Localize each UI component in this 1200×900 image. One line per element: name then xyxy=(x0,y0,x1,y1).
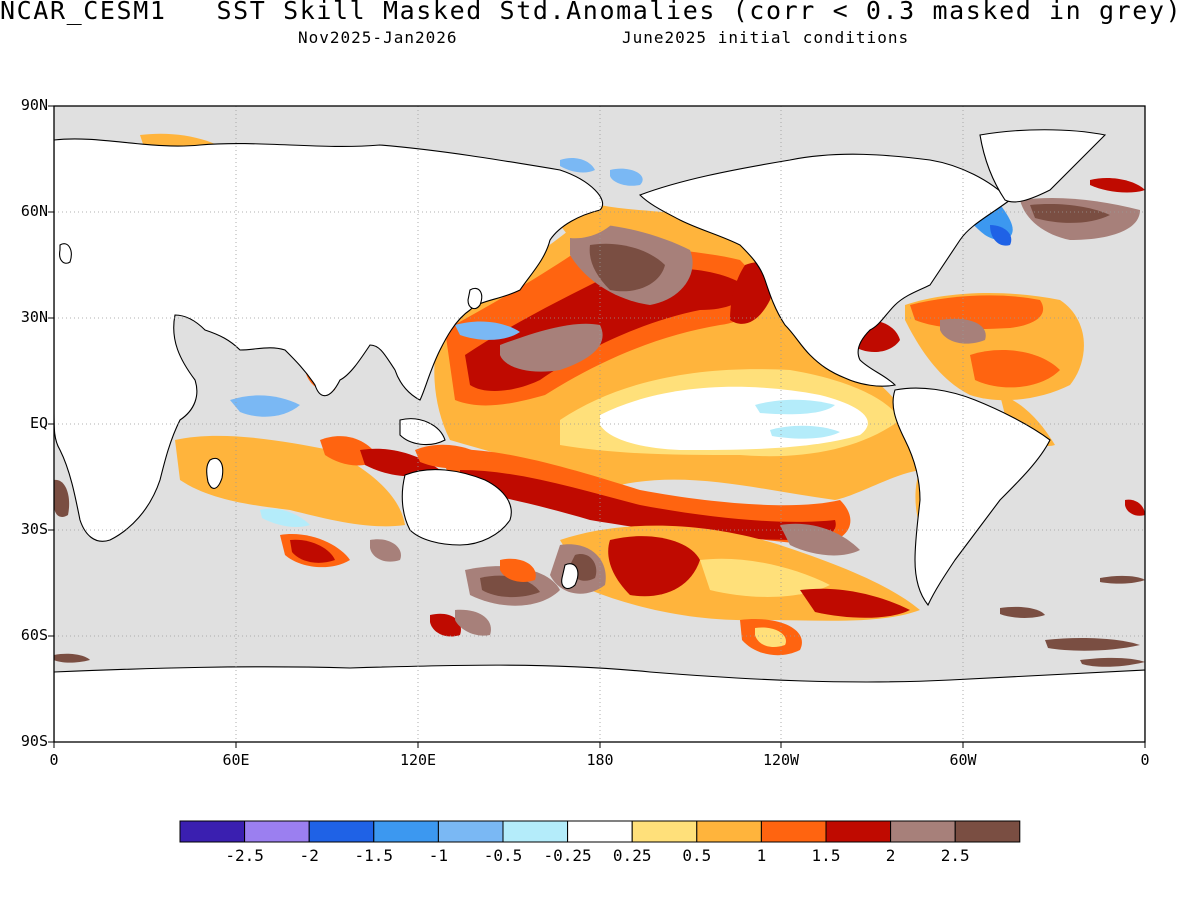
colorbar-label: 0.5 xyxy=(682,846,712,865)
south-america xyxy=(892,387,1051,607)
maritime-continent xyxy=(399,418,446,446)
eurasia-africa xyxy=(54,138,603,542)
colorbar-swatch xyxy=(308,820,375,843)
madagascar xyxy=(206,457,224,489)
british-isles xyxy=(59,243,72,264)
colorbar-label: -0.25 xyxy=(543,846,592,865)
forecast-period: Nov2025-Jan2026 xyxy=(298,28,458,47)
map-title: NCAR_CESM1 SST Skill Masked Std.Anomalie… xyxy=(0,0,1183,25)
colorbar-swatch xyxy=(954,820,1021,843)
colorbar xyxy=(179,820,1021,843)
japan xyxy=(467,287,483,310)
colorbar-swatch xyxy=(890,820,956,843)
lon-label-60e: 60E xyxy=(222,751,250,769)
colorbar-label: 1.5 xyxy=(811,846,841,865)
lon-label-120w: 120W xyxy=(762,751,800,769)
lat-label-60n: 60N xyxy=(20,202,48,220)
lon-label-0: 0 xyxy=(49,751,59,769)
lon-label-120e: 120E xyxy=(399,751,437,769)
lon-label-60w: 60W xyxy=(949,751,977,769)
colorbar-swatch xyxy=(179,820,246,843)
colorbar-swatch xyxy=(760,820,827,843)
lat-label-eq: EQ xyxy=(29,414,48,432)
colorbar-label: -1 xyxy=(428,846,449,865)
colorbar-swatch xyxy=(502,820,569,843)
lat-label-90s: 90S xyxy=(20,732,48,750)
australia xyxy=(401,469,512,546)
lon-label-0-east: 0 xyxy=(1140,751,1150,769)
initial-conditions: June2025 initial conditions xyxy=(622,28,910,47)
colorbar-swatch xyxy=(437,820,504,843)
colorbar-label: -2 xyxy=(299,846,319,865)
antarctica xyxy=(54,664,1145,742)
pacific-anomalies xyxy=(434,205,925,656)
colorbar-swatch xyxy=(696,820,762,843)
lat-label-30s: 30S xyxy=(20,520,48,538)
lat-label-60s: 60S xyxy=(20,626,48,644)
colorbar-label: 1 xyxy=(756,846,767,865)
colorbar-label: 2.5 xyxy=(940,846,970,865)
lon-label-180: 180 xyxy=(586,751,614,769)
colorbar-swatch xyxy=(631,820,698,843)
colorbar-swatch xyxy=(567,820,633,843)
indian-ocean-anomalies xyxy=(175,321,520,637)
colorbar-label: -2.5 xyxy=(225,846,264,865)
north-america xyxy=(639,153,1011,387)
colorbar-label: -1.5 xyxy=(354,846,394,865)
colorbar-swatch xyxy=(825,820,892,843)
land-masses xyxy=(54,129,1145,742)
lat-label-90n: 90N xyxy=(20,96,48,114)
lat-label-30n: 30N xyxy=(20,308,48,326)
new-zealand xyxy=(561,563,579,590)
colorbar-label: 0.25 xyxy=(612,846,652,865)
colorbar-swatch xyxy=(373,820,439,843)
colorbar-label: -0.5 xyxy=(483,846,523,865)
colorbar-swatch xyxy=(244,820,310,843)
greenland xyxy=(979,129,1107,203)
colorbar-label: 2 xyxy=(885,846,896,865)
axis-ticks xyxy=(48,105,1146,748)
